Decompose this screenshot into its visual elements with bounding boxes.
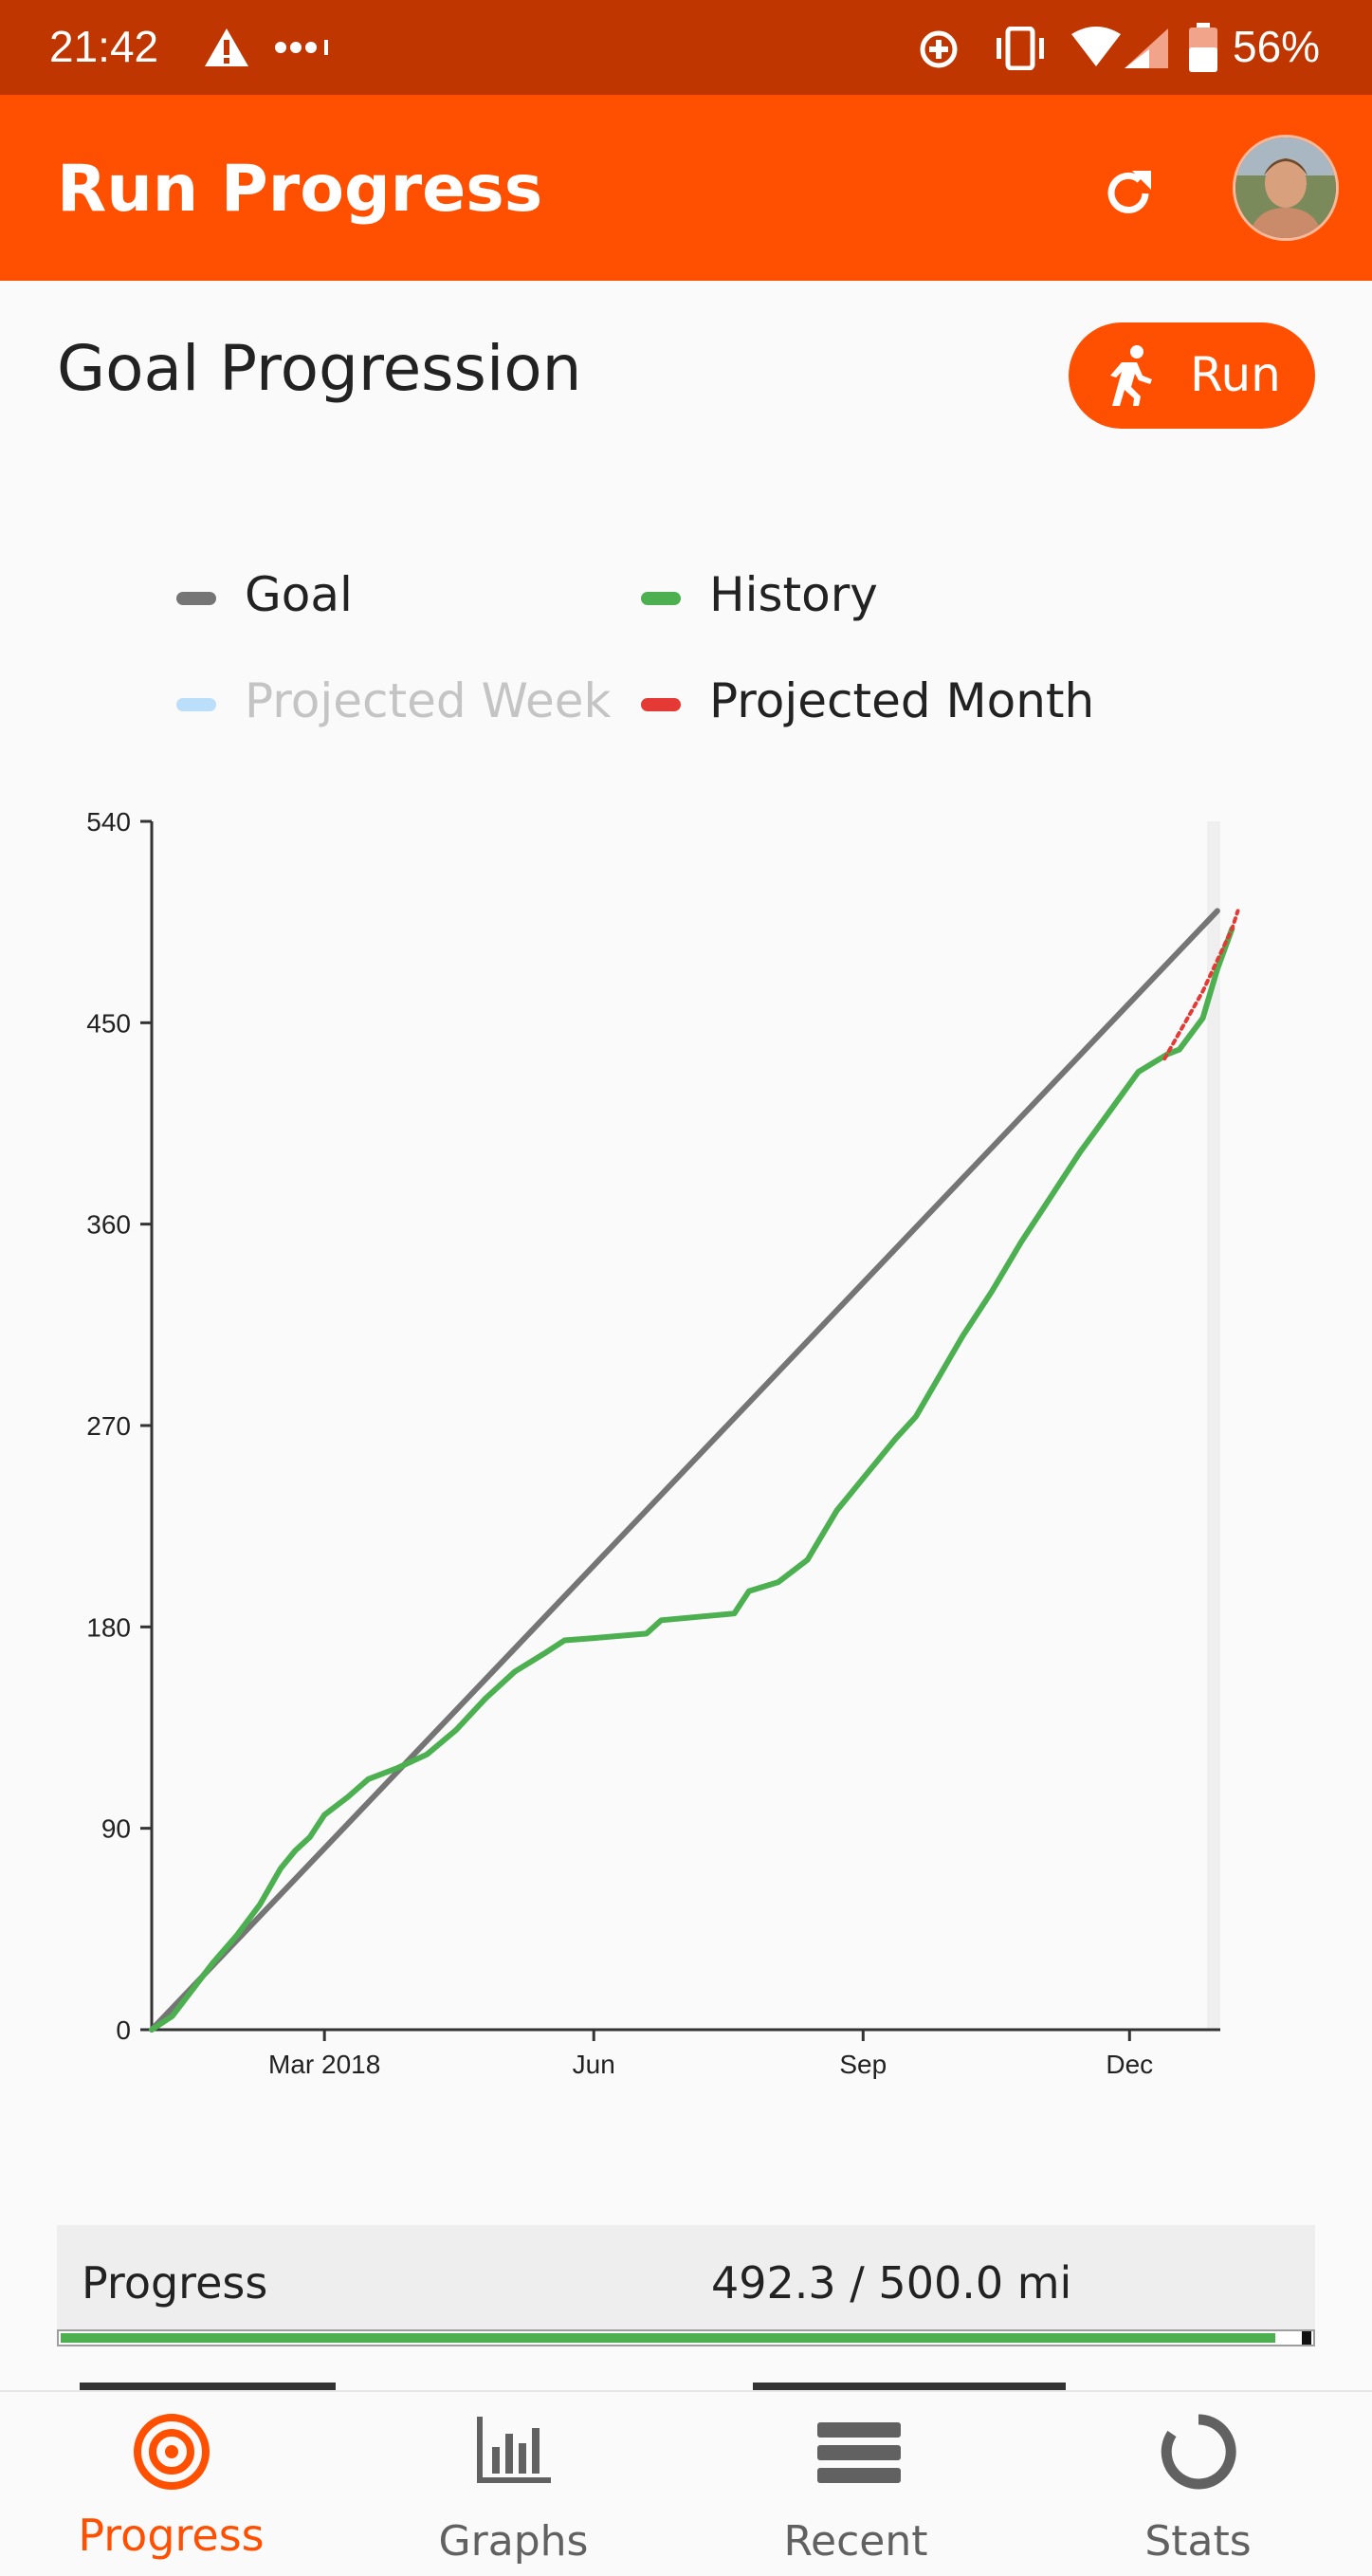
more-notifications-icon: [275, 40, 328, 55]
legend-projected-week-swatch: [176, 698, 216, 711]
bar-chart-icon: [477, 2417, 551, 2483]
y-tick-label: 0: [116, 2015, 131, 2045]
app-bar: Run Progress: [0, 95, 1372, 281]
run-button[interactable]: Run: [1069, 322, 1315, 429]
status-bar: 21:42 56%: [0, 0, 1372, 95]
refresh-button[interactable]: [1090, 156, 1166, 231]
legend-projected-month-swatch: [641, 698, 681, 711]
progress-bar-goal-marker: [1302, 2331, 1311, 2345]
status-time: 21:42: [49, 22, 159, 71]
legend-projected-week-label: Projected Week: [245, 673, 612, 728]
x-tick-label: Dec: [1106, 2050, 1153, 2079]
nav-recent-label: Recent: [783, 2517, 928, 2566]
y-tick-label: 270: [86, 1411, 131, 1441]
legend-projected-month-label: Projected Month: [709, 673, 1095, 728]
progress-value: 492.3 / 500.0 mi: [711, 2257, 1072, 2309]
data-saver-icon: [920, 30, 958, 68]
y-tick-label: 90: [101, 1814, 131, 1844]
x-tick-label: Sep: [839, 2050, 887, 2079]
history-line: [149, 926, 1235, 2033]
nav-graphs-label: Graphs: [438, 2517, 589, 2566]
nav-recent[interactable]: Recent: [685, 2392, 1027, 2576]
avatar-photo-icon: [1235, 138, 1336, 238]
nav-progress[interactable]: Progress: [0, 2392, 342, 2576]
bottom-navigation: Progress Graphs Recent Stats: [0, 2390, 1372, 2576]
vibrate-icon: [997, 27, 1044, 70]
goal-line: [149, 908, 1220, 2033]
battery-percent: 56%: [1233, 22, 1321, 71]
legend-history-label: History: [709, 567, 878, 622]
avatar[interactable]: [1233, 135, 1339, 241]
running-person-icon: [1110, 345, 1152, 406]
progress-card: Progress 492.3 / 500.0 mi: [57, 2225, 1315, 2337]
run-button-label: Run: [1190, 347, 1281, 402]
warning-icon: [205, 28, 248, 66]
app-title: Run Progress: [57, 152, 543, 227]
y-tick-label: 540: [86, 807, 131, 837]
list-icon: [817, 2422, 901, 2483]
y-tick-label: 360: [86, 1210, 131, 1240]
chart-current-period-band: [1207, 821, 1220, 2030]
x-tick-label: Mar 2018: [268, 2050, 380, 2079]
x-tick-label: Jun: [573, 2050, 615, 2079]
projected-month-line: [1162, 909, 1240, 1061]
progress-bar-fill: [61, 2333, 1275, 2343]
y-tick-label: 450: [86, 1008, 131, 1038]
ring-icon: [1161, 2414, 1236, 2490]
nav-stats[interactable]: Stats: [1027, 2392, 1369, 2576]
progress-bar: [57, 2329, 1315, 2346]
battery-icon: [1189, 23, 1217, 72]
legend-history-swatch: [641, 592, 681, 605]
goal-progression-chart: 0 90 180 270 360 450 540 Mar 2018 Jun Sep Dec: [86, 807, 1240, 2079]
next-row-peek: [80, 2371, 1217, 2392]
y-tick-label: 180: [86, 1612, 131, 1642]
target-icon: [134, 2414, 210, 2490]
legend-goal-swatch: [176, 592, 216, 605]
progress-label: Progress: [82, 2257, 268, 2309]
section-title: Goal Progression: [57, 332, 582, 405]
nav-progress-label: Progress: [78, 2510, 265, 2561]
refresh-icon: [1107, 171, 1151, 213]
nav-stats-label: Stats: [1144, 2517, 1252, 2566]
next-row-text-glyphs: [80, 2383, 1066, 2392]
signal-icon: [1071, 27, 1168, 68]
legend-goal-label: Goal: [245, 567, 353, 622]
nav-graphs[interactable]: Graphs: [342, 2392, 685, 2576]
